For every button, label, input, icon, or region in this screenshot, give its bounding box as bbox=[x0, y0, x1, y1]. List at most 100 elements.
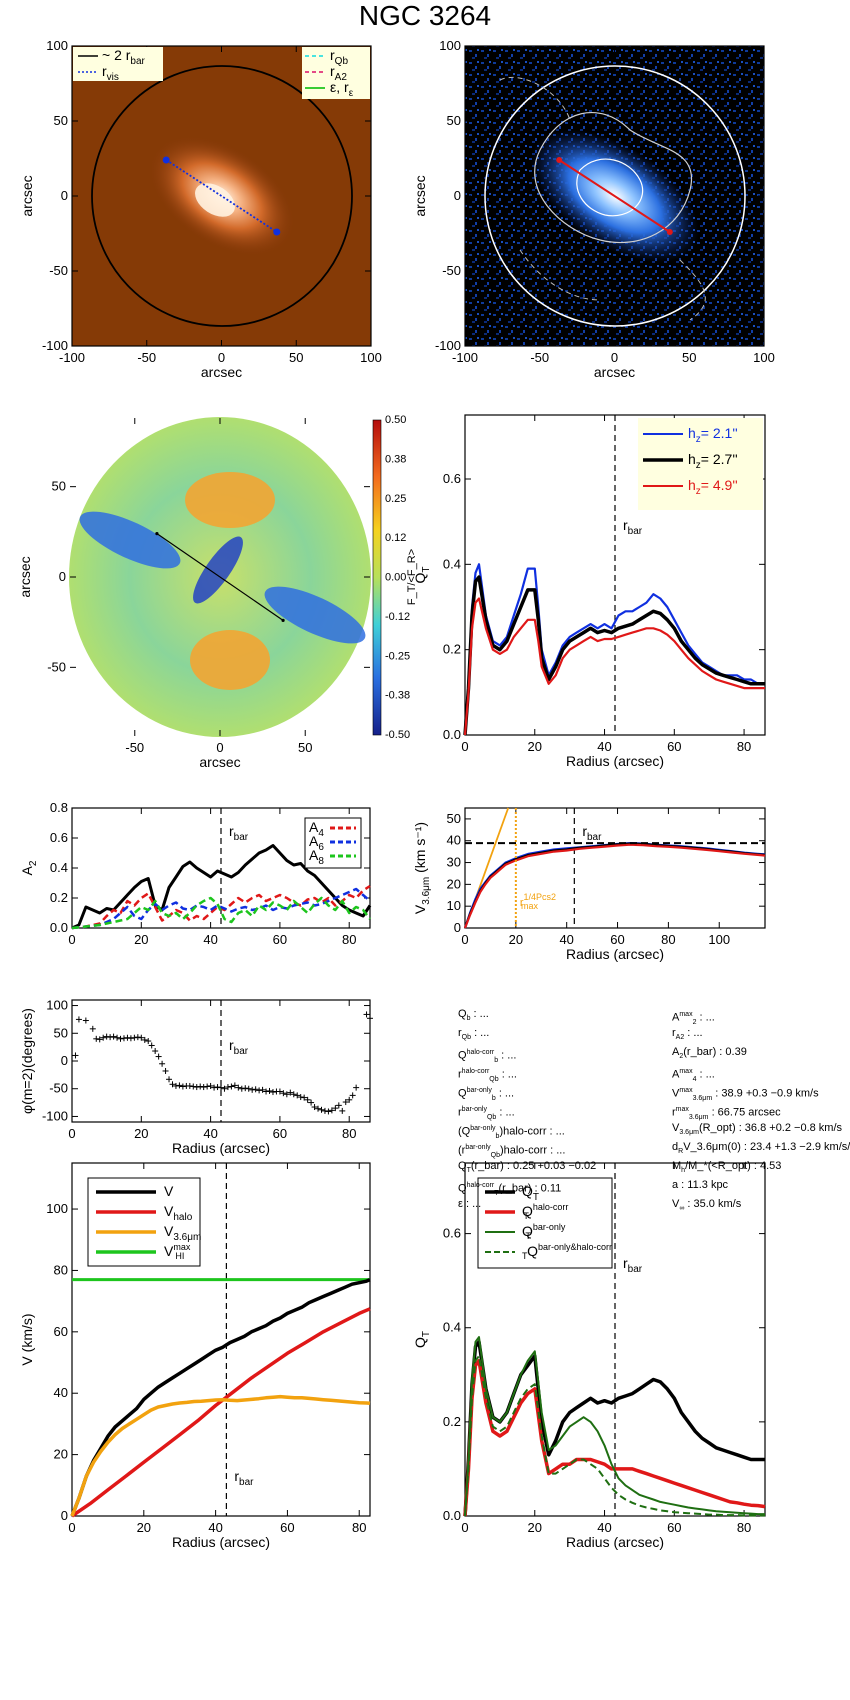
p4-xtick-label: 80 bbox=[737, 739, 751, 754]
p2-bar-point-1 bbox=[666, 229, 673, 235]
p3-orange-lobe-ne bbox=[185, 472, 275, 528]
infoL-row: rQb : ... bbox=[458, 1027, 490, 1042]
p3-colorbar-tick: -0.38 bbox=[385, 690, 410, 702]
p3-ytick-label: 50 bbox=[52, 479, 66, 494]
p9-ylabel: V (km/s) bbox=[19, 1313, 35, 1365]
p3-bar-point-0 bbox=[155, 532, 159, 536]
p1-xtick-label: 0 bbox=[218, 350, 225, 365]
p5-ytick-label: 0.4 bbox=[50, 860, 68, 875]
p10-ytick-label: 0.2 bbox=[443, 1414, 461, 1429]
p7-point bbox=[72, 1052, 79, 1059]
info-left-list: Qb : ... rQb : ... Qhalo-corrb : ... rhalo-… bbox=[458, 1005, 596, 1210]
p2-ytick-label: 100 bbox=[439, 38, 461, 53]
p9-ytick-label: 0 bbox=[61, 1508, 68, 1523]
p6-xtick-label: 40 bbox=[559, 932, 573, 947]
p6-xlabel: Radius (arcsec) bbox=[566, 946, 664, 962]
p9-ytick-label: 60 bbox=[54, 1324, 68, 1339]
p10-xtick-label: 40 bbox=[597, 1520, 611, 1535]
infoR-row: Vmax3.6μm : 38.9 +0.3 −0.9 km/s bbox=[672, 1087, 819, 1102]
p4-legend-label-2: hz= 4.9'' bbox=[688, 477, 738, 497]
p7-point bbox=[159, 1060, 166, 1067]
panel-p1-image: -100 -50 0 50 100 -100 -50 0 50 100 arcsec arcsec ~ … bbox=[19, 38, 382, 380]
p5-legend-label-0: A4 bbox=[309, 819, 324, 839]
p5-xtick-label: 20 bbox=[134, 932, 148, 947]
p4-ytick-label: 0.4 bbox=[443, 556, 461, 571]
p1-legend-right-label-1: rA2 bbox=[330, 63, 347, 83]
info-right: Amax2 : ... rA2 : ... A2(r_bar) : 0.39 Amax… bbox=[672, 1005, 850, 1212]
p7-point bbox=[172, 1082, 179, 1089]
p4-ylabel: QT bbox=[412, 567, 432, 584]
p6-series-red bbox=[463, 843, 766, 929]
p6-ylabel: V3.6μm (km s⁻¹) bbox=[412, 822, 432, 914]
p2-ylabel: arcsec bbox=[412, 175, 428, 216]
p7-point bbox=[162, 1067, 169, 1074]
p4-ytick-label: 0.6 bbox=[443, 471, 461, 486]
p7-point bbox=[155, 1053, 162, 1060]
p7-point bbox=[349, 1092, 356, 1099]
p6-frame bbox=[464, 807, 766, 929]
p9-xtick-label: 20 bbox=[137, 1520, 151, 1535]
info-left: Qb : ... rQb : ... Qhalo-corrb : ... rhalo-… bbox=[458, 1005, 596, 1210]
p4-xtick-label: 20 bbox=[528, 739, 542, 754]
p5-ytick-label: 0.8 bbox=[50, 800, 68, 815]
p7-point bbox=[89, 1025, 96, 1032]
p3-colorbar-tick: -0.50 bbox=[385, 729, 410, 741]
p6-series-blue bbox=[463, 841, 766, 929]
p4-ytick-label: 0.0 bbox=[443, 727, 461, 742]
p5-xtick-label: 40 bbox=[203, 932, 217, 947]
p1-ytick-label: -100 bbox=[42, 338, 68, 353]
panel-p6-vel: 0 20 40 60 80 100 0 10 20 30 40 50 Radius (arcsec) V3… bbox=[412, 807, 766, 962]
p9-legend-label-0: V bbox=[164, 1183, 174, 1199]
infoL-row: Qb : ... bbox=[458, 1008, 489, 1023]
p6-rbar-label: rbar bbox=[582, 823, 602, 843]
infoL-row: ε : ... bbox=[458, 1198, 482, 1210]
p6-rmax-label: r1/4Pcs2 max bbox=[520, 892, 556, 911]
p7-point bbox=[290, 1091, 297, 1098]
p9-xtick-label: 60 bbox=[280, 1520, 294, 1535]
p9-xtick-label: 0 bbox=[68, 1520, 75, 1535]
p5-ytick-label: 0.2 bbox=[50, 890, 68, 905]
p2-xtick-label: 0 bbox=[611, 350, 618, 365]
p2-xlabel: arcsec bbox=[594, 364, 635, 380]
p7-point bbox=[124, 1034, 131, 1041]
infoR-row: V3.6μm(R_opt) : 36.8 +0.2 −0.8 km/s bbox=[672, 1122, 843, 1137]
p7-point bbox=[315, 1105, 322, 1112]
infoL-row: (rbar-onlyQb)halo-corr : ... bbox=[458, 1144, 566, 1159]
p9-legend-label-1: Vhalo bbox=[164, 1203, 193, 1223]
p5-xtick-label: 60 bbox=[273, 932, 287, 947]
p5-xtick-label: 80 bbox=[342, 932, 356, 947]
p1-legend-left-box bbox=[73, 47, 163, 81]
p9-series-red bbox=[71, 1307, 371, 1518]
p7-point bbox=[287, 1089, 294, 1096]
p7-point bbox=[269, 1089, 276, 1096]
p10-ylabel: QT bbox=[412, 1331, 432, 1348]
p7-point bbox=[100, 1034, 107, 1041]
p4-series-red bbox=[463, 597, 765, 736]
panel-p3-map: -50 0 50 -50 0 50 arcsec arcsec 0.50 0.38 0.25 0.12… bbox=[17, 414, 418, 770]
p5-series-black bbox=[71, 844, 372, 930]
p7-point bbox=[228, 1083, 235, 1090]
p4-series-black bbox=[463, 575, 765, 736]
p7-point bbox=[110, 1033, 117, 1040]
p4-xtick-label: 60 bbox=[667, 739, 681, 754]
p1-legend-right-label-0: rQb bbox=[330, 47, 348, 67]
p6-ytick-label: 50 bbox=[447, 811, 461, 826]
p7-ytick-label: 100 bbox=[46, 998, 68, 1013]
p3-orange-lobe-sw bbox=[190, 630, 270, 690]
infoR-row: dRV_3.6μm(0) : 23.4 +1.3 −2.9 km/s/kpc bbox=[672, 1141, 850, 1156]
infoL-row: (Qbar-onlyb)halo-corr : ... bbox=[458, 1125, 565, 1140]
p4-legend-label-1: hz= 2.7'' bbox=[688, 451, 738, 471]
p4-xtick-label: 40 bbox=[597, 739, 611, 754]
p2-contour-3 bbox=[499, 76, 706, 321]
p7-point bbox=[107, 1034, 114, 1041]
p7-point bbox=[207, 1082, 214, 1089]
p7-point bbox=[190, 1083, 197, 1090]
p1-2rbar-circle bbox=[91, 65, 353, 327]
p3-ylabel: arcsec bbox=[17, 556, 33, 597]
p7-point bbox=[238, 1085, 245, 1092]
p7-point bbox=[204, 1083, 211, 1090]
p9-ytick-label: 100 bbox=[46, 1201, 68, 1216]
infoL-row: rbar-onlyQb : ... bbox=[458, 1106, 515, 1121]
p3-ytick-label: 0 bbox=[59, 569, 66, 584]
